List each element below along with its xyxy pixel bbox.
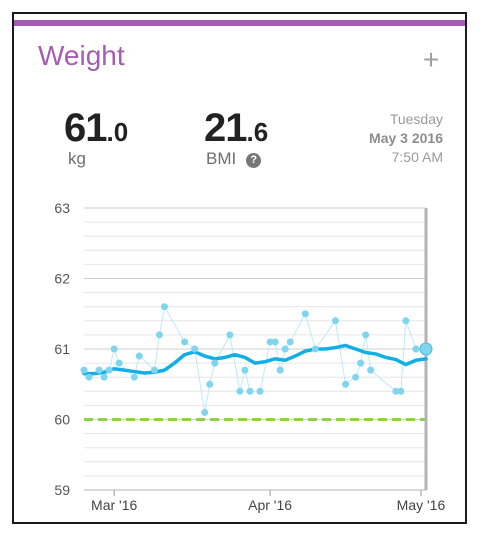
data-point bbox=[397, 387, 405, 395]
data-point bbox=[110, 345, 118, 353]
data-point bbox=[367, 366, 375, 374]
data-point bbox=[256, 387, 264, 395]
data-point bbox=[402, 317, 410, 325]
data-point bbox=[392, 387, 400, 395]
data-point bbox=[211, 359, 219, 367]
widget-title: Weight bbox=[38, 40, 125, 71]
weight-decimal: .0 bbox=[106, 117, 129, 147]
trend-line bbox=[82, 343, 428, 376]
accent-bar bbox=[14, 20, 465, 26]
data-point bbox=[191, 345, 199, 353]
x-tick-label: Apr '16 bbox=[248, 497, 292, 513]
data-point bbox=[95, 366, 103, 374]
bmi-label-row: BMI? bbox=[206, 149, 268, 168]
x-tick-label: May '16 bbox=[397, 497, 446, 513]
data-point bbox=[206, 380, 214, 388]
measurement-line bbox=[83, 305, 426, 413]
weight-value: 61.0 kg bbox=[64, 106, 128, 167]
y-tick-label: 63 bbox=[54, 200, 70, 216]
measurement-date: Tuesday May 3 2016 7:50 AM bbox=[369, 110, 443, 167]
plus-icon[interactable]: + bbox=[422, 44, 440, 75]
x-tick-label: Mar '16 bbox=[91, 497, 137, 513]
weight-unit: kg bbox=[68, 149, 86, 168]
data-point bbox=[271, 338, 279, 346]
weight-integer: 61 bbox=[64, 106, 107, 150]
weight-chart[interactable]: 59 60 61 62 63 Mar '16 Apr '16 May '16 bbox=[14, 14, 465, 522]
data-point bbox=[352, 373, 360, 381]
data-point bbox=[181, 338, 189, 346]
weight-widget: Weight + 61.0 kg 21.6 BMI? Tuesday May 3… bbox=[12, 12, 467, 524]
data-point bbox=[115, 359, 123, 367]
bmi-unit: BMI bbox=[206, 149, 237, 168]
data-point bbox=[362, 331, 370, 339]
data-point bbox=[276, 366, 284, 374]
selected-point bbox=[419, 342, 433, 356]
data-point bbox=[130, 373, 138, 381]
data-point bbox=[331, 317, 339, 325]
data-point bbox=[342, 380, 350, 388]
data-point bbox=[226, 331, 234, 339]
data-point bbox=[241, 366, 249, 374]
bmi-decimal: .6 bbox=[246, 117, 269, 147]
data-point bbox=[357, 359, 365, 367]
data-point bbox=[80, 366, 88, 374]
data-point bbox=[266, 338, 274, 346]
date-weekday: Tuesday bbox=[389, 111, 443, 127]
data-point bbox=[160, 303, 168, 311]
bmi-integer: 21 bbox=[204, 106, 247, 150]
date-time: 7:50 AM bbox=[391, 149, 443, 165]
question-circle-icon[interactable]: ? bbox=[246, 153, 262, 168]
data-point bbox=[85, 373, 93, 381]
y-tick-label: 62 bbox=[54, 271, 70, 287]
bmi-value: 21.6 BMI? bbox=[204, 106, 268, 168]
data-point bbox=[281, 345, 289, 353]
data-point bbox=[201, 408, 209, 416]
data-point bbox=[105, 366, 113, 374]
data-point bbox=[301, 310, 309, 318]
y-tick-label: 60 bbox=[54, 412, 70, 428]
data-point bbox=[150, 366, 158, 374]
data-point bbox=[311, 345, 319, 353]
data-point bbox=[286, 338, 294, 346]
date-day: May 3 2016 bbox=[369, 130, 443, 146]
y-tick-label: 61 bbox=[54, 341, 70, 357]
data-point bbox=[246, 387, 254, 395]
data-point bbox=[236, 387, 244, 395]
data-point bbox=[412, 345, 420, 353]
data-point bbox=[155, 331, 163, 339]
data-point bbox=[100, 373, 108, 381]
data-point bbox=[135, 352, 143, 360]
y-tick-label: 59 bbox=[54, 482, 70, 498]
